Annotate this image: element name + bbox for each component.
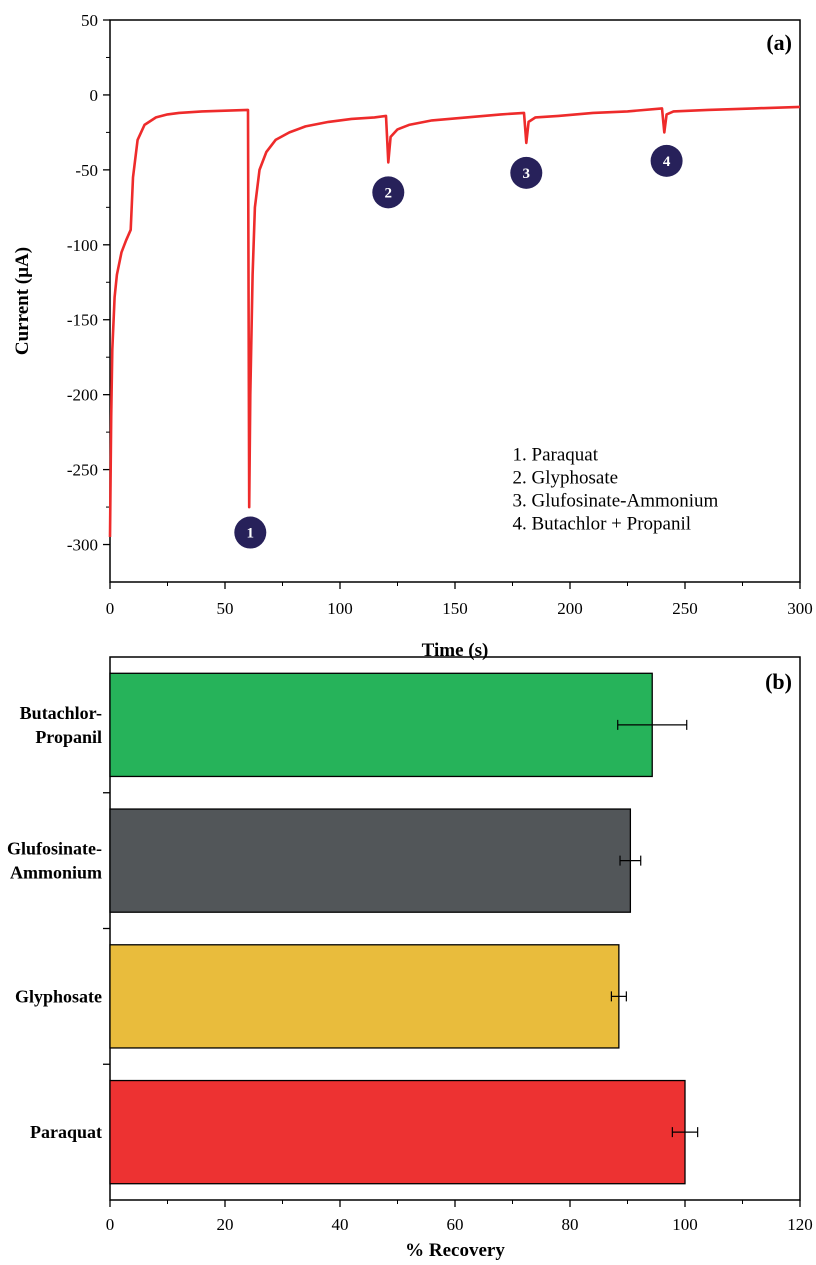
bar-paraquat — [109, 1079, 686, 1185]
bar-butachlorpropanil — [109, 672, 653, 778]
x-tick-label-b: 60 — [447, 1215, 464, 1234]
injection-marker-4 — [650, 144, 683, 177]
injection-marker-3 — [510, 156, 543, 189]
injection-marker-label: 4 — [663, 154, 671, 170]
injection-marker-label: 2 — [385, 185, 393, 201]
category-label: Glufosinate- — [7, 839, 102, 859]
category-label: Propanil — [35, 727, 102, 747]
legend-entry: 2. Glyphosate — [513, 468, 619, 489]
y-tick-label-a: -100 — [67, 236, 98, 255]
x-tick-label-a: 100 — [327, 599, 353, 618]
x-tick-label-a: 250 — [672, 599, 698, 618]
panel-a-current-vs-time: 0 50 100 150 200 250 300 50 0 -50 -100 -150 -200 -250… — [12, 11, 813, 661]
category-label: Butachlor- — [20, 703, 102, 723]
x-tick-label-b: 20 — [217, 1215, 234, 1234]
y-tick-label-a: -200 — [67, 386, 98, 405]
y-tick-label-a: 0 — [90, 86, 99, 105]
x-tick-label-a: 300 — [787, 599, 813, 618]
y-tick-label-a: -300 — [67, 536, 98, 555]
legend-entry: 3. Glufosinate-Ammonium — [513, 491, 719, 512]
x-tick-label-a: 50 — [217, 599, 234, 618]
current-trace-line — [108, 105, 801, 538]
x-tick-label-b: 40 — [332, 1215, 349, 1234]
category-label: Ammonium — [10, 863, 102, 883]
y-tick-label-a: 50 — [81, 11, 98, 30]
x-tick-label-a: 150 — [442, 599, 468, 618]
x-axis-title-b: % Recovery — [405, 1240, 505, 1261]
legend-entry: 1. Paraquat — [513, 445, 599, 466]
x-axis-title-a: Time (s) — [422, 640, 489, 661]
panel-b-recovery-bars: 0 20 40 60 80 100 120 Paraquat Glyphosate Glufosi… — [7, 656, 813, 1261]
bar-glyphosate — [109, 944, 620, 1049]
bar-glufosinateammonium — [109, 808, 632, 913]
x-tick-label-b: 80 — [562, 1215, 579, 1234]
x-tick-label-b: 0 — [106, 1215, 115, 1234]
injection-marker-1 — [234, 516, 267, 549]
category-label: Paraquat — [30, 1122, 102, 1142]
injection-marker-label: 1 — [247, 526, 255, 542]
y-tick-label-a: -50 — [75, 161, 98, 180]
panel-label-a: (a) — [766, 30, 792, 55]
y-axis-title-a: Current (µA) — [12, 247, 33, 355]
x-tick-label-a: 200 — [557, 599, 583, 618]
y-tick-label-a: -150 — [67, 311, 98, 330]
category-label: Glyphosate — [15, 986, 102, 1006]
y-tick-label-a: -250 — [67, 461, 98, 480]
injection-marker-2 — [372, 176, 405, 209]
legend-entry: 4. Butachlor + Propanil — [513, 514, 692, 535]
x-tick-label-b: 100 — [672, 1215, 698, 1234]
panel-label-b: (b) — [765, 669, 792, 694]
x-tick-label-a: 0 — [106, 599, 115, 618]
x-tick-label-b: 120 — [787, 1215, 813, 1234]
injection-marker-label: 3 — [523, 166, 531, 182]
